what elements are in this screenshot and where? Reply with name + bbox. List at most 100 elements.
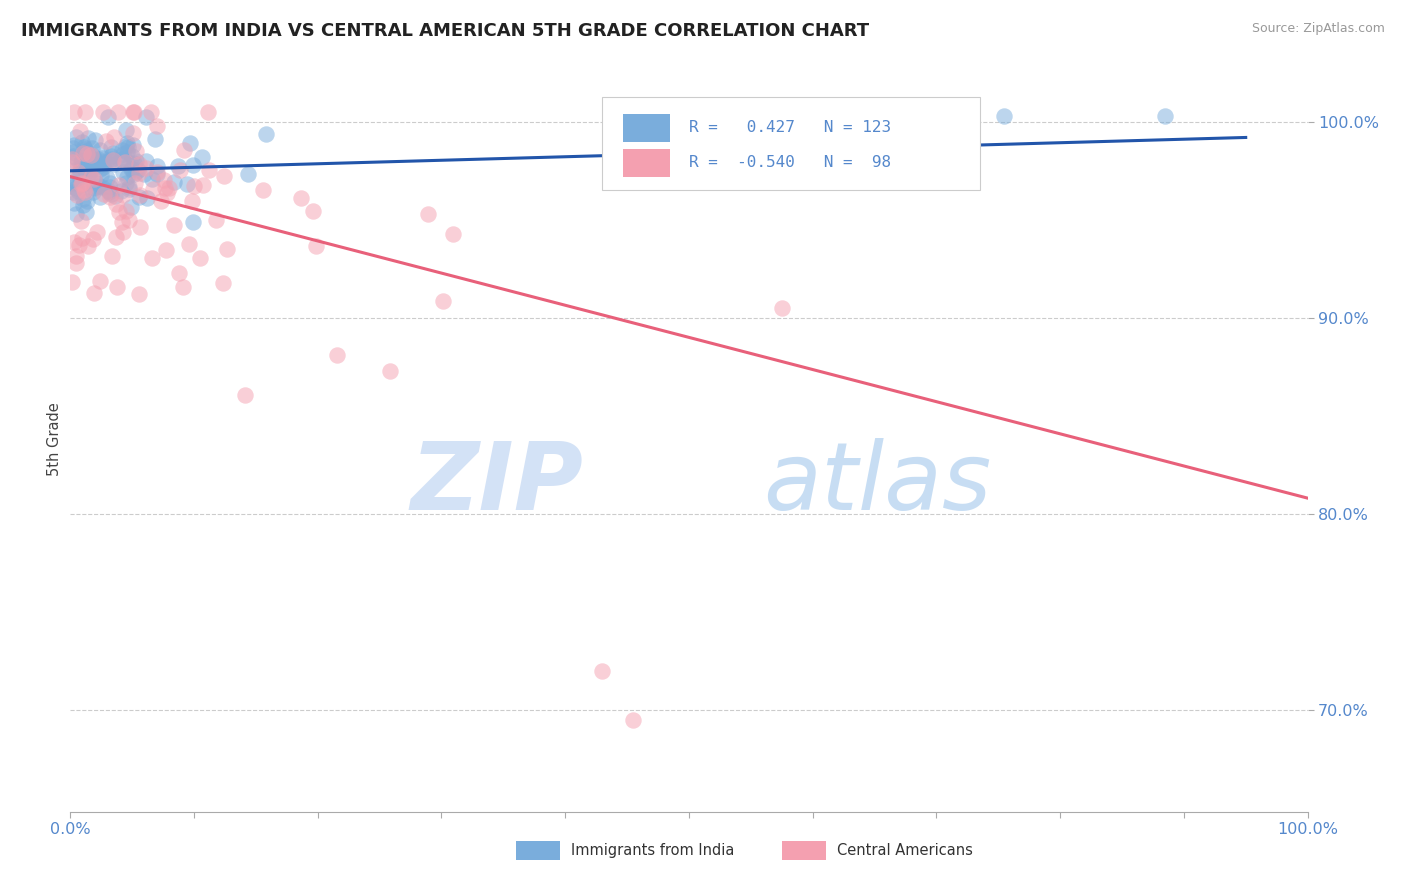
Point	[87, 179, 110, 194]
Point	[157, 181, 180, 195]
Point	[233, 388, 256, 402]
Point	[62, 235, 84, 249]
Point	[135, 154, 157, 169]
Point	[124, 165, 146, 179]
Point	[156, 186, 179, 200]
Point	[173, 143, 195, 157]
Point	[84, 176, 107, 190]
Point	[76, 146, 98, 161]
Point	[63, 195, 86, 210]
Point	[124, 167, 146, 181]
Point	[115, 136, 138, 150]
Point	[128, 286, 150, 301]
Point	[111, 144, 134, 158]
Point	[77, 239, 100, 253]
Point	[125, 144, 148, 158]
Point	[60, 152, 83, 166]
Point	[91, 151, 114, 165]
Point	[149, 194, 172, 209]
Point	[120, 200, 142, 214]
Point	[118, 179, 141, 194]
Point	[108, 205, 131, 219]
Point	[112, 188, 135, 202]
Point	[181, 194, 204, 209]
Point	[98, 185, 121, 199]
Point	[128, 166, 150, 180]
Point	[75, 165, 97, 179]
Point	[290, 191, 312, 205]
Point	[111, 147, 134, 161]
Point	[70, 231, 93, 245]
Point	[67, 169, 90, 184]
Point	[93, 186, 115, 201]
Point	[142, 182, 165, 196]
Point	[211, 277, 233, 291]
Point	[82, 161, 104, 176]
Point	[70, 178, 93, 192]
Point	[103, 130, 125, 145]
Point	[91, 105, 114, 120]
Point	[152, 173, 174, 187]
Point	[122, 105, 145, 120]
Point	[80, 170, 103, 185]
Point	[62, 141, 84, 155]
Point	[98, 179, 121, 194]
Point	[65, 256, 87, 270]
Bar	[623, 149, 671, 178]
Point	[117, 140, 139, 154]
Point	[101, 145, 124, 160]
Text: Source: ZipAtlas.com: Source: ZipAtlas.com	[1251, 22, 1385, 36]
Point	[122, 126, 145, 140]
Point	[72, 192, 94, 206]
Point	[115, 176, 138, 190]
Point	[62, 145, 84, 159]
Point	[176, 177, 198, 191]
Point	[75, 144, 97, 158]
Point	[105, 197, 128, 211]
Point	[181, 215, 204, 229]
Point	[100, 140, 122, 154]
Point	[72, 177, 94, 191]
Point	[93, 157, 115, 171]
Point	[66, 165, 89, 179]
Point	[77, 131, 100, 145]
Point	[60, 275, 83, 289]
Point	[198, 163, 221, 178]
Point	[77, 166, 100, 180]
Point	[104, 188, 127, 202]
Point	[115, 122, 138, 136]
Point	[105, 280, 128, 294]
Text: atlas: atlas	[763, 439, 991, 530]
Point	[66, 152, 89, 166]
Point	[135, 111, 157, 125]
Point	[169, 163, 191, 178]
Point	[83, 171, 105, 186]
Point	[73, 160, 96, 174]
Point	[188, 251, 211, 265]
Point	[98, 176, 121, 190]
Point	[121, 149, 143, 163]
Text: ZIP: ZIP	[411, 438, 583, 530]
Point	[83, 153, 105, 167]
Point	[127, 162, 149, 177]
Point	[65, 180, 87, 194]
Point	[167, 159, 190, 173]
Point	[86, 225, 108, 239]
Point	[305, 238, 328, 252]
Point	[124, 176, 146, 190]
Point	[128, 157, 150, 171]
Point	[100, 149, 122, 163]
Point	[163, 175, 186, 189]
Point	[141, 105, 163, 120]
Point	[100, 152, 122, 166]
Point	[115, 139, 138, 153]
Point	[72, 145, 94, 160]
Point	[101, 249, 124, 263]
Point	[120, 156, 142, 170]
Point	[1154, 109, 1177, 123]
Point	[441, 227, 464, 242]
Point	[172, 280, 194, 294]
Point	[62, 176, 84, 190]
Point	[73, 140, 96, 154]
Point	[82, 232, 104, 246]
